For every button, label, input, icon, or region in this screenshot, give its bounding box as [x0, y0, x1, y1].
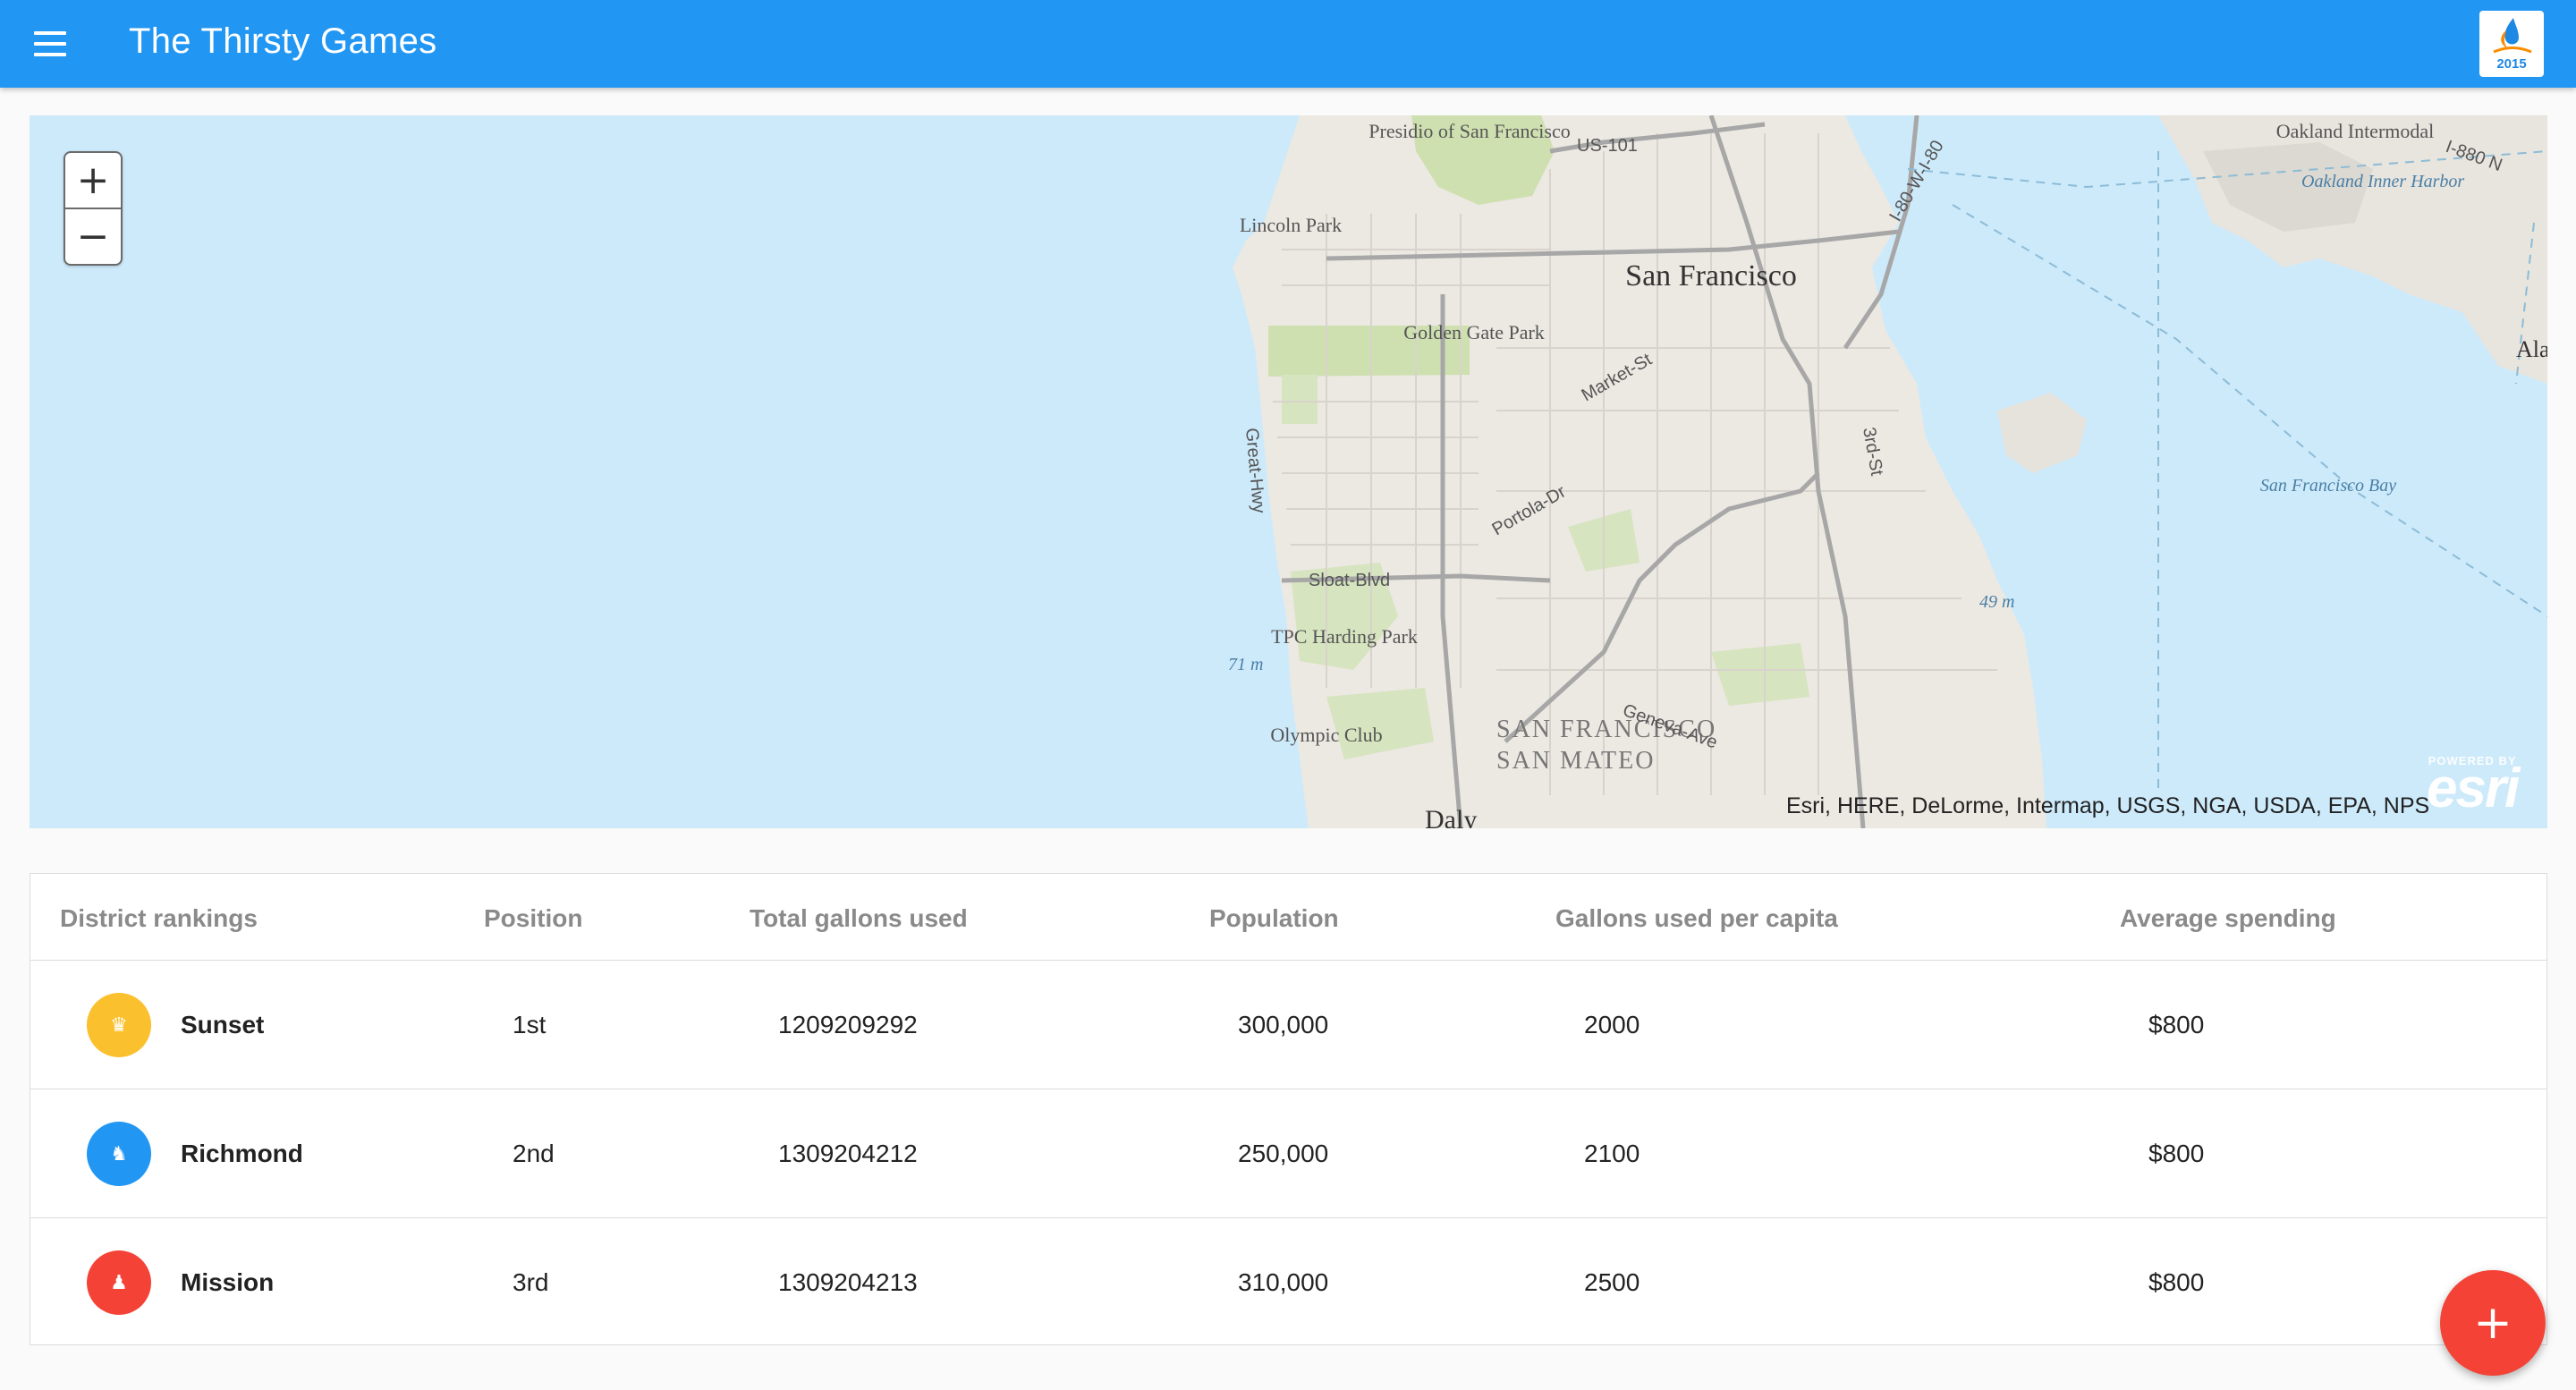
table-row[interactable]: ♞ Richmond 2nd 1309204212 250,000 2100 $…: [30, 1089, 2546, 1218]
table-row[interactable]: ♛ Sunset 1st 1209209292 300,000 2000 $80…: [30, 961, 2546, 1089]
games-logo: 2015: [2479, 11, 2544, 77]
position-cell: 1st: [513, 1011, 547, 1038]
svg-text:2015: 2015: [2496, 56, 2526, 72]
district-rankings-table: District rankings Position Total gallons…: [30, 873, 2547, 1345]
svg-text:Daly: Daly: [1425, 805, 1477, 828]
spending-cell: $800: [2148, 1011, 2205, 1038]
population-cell: 310,000: [1238, 1268, 1329, 1296]
powered-by-label: POWERED BY: [2428, 754, 2517, 767]
header-district: District rankings: [60, 904, 258, 932]
district-name: Sunset: [181, 1011, 265, 1038]
crown-icon: ♛: [87, 993, 151, 1057]
knight-icon: ♞: [87, 1122, 151, 1186]
svg-text:TPC Harding Park: TPC Harding Park: [1271, 625, 1418, 648]
zoom-in-button[interactable]: +: [65, 153, 121, 209]
menu-icon[interactable]: [30, 27, 70, 61]
header-per-capita: Gallons used per capita: [1555, 904, 1838, 932]
add-button[interactable]: +: [2440, 1270, 2546, 1376]
svg-text:Ala: Ala: [2516, 336, 2547, 362]
total-gallons-cell: 1209209292: [778, 1011, 918, 1038]
app-title: The Thirsty Games: [129, 21, 437, 61]
svg-text:SAN FRANCISCO: SAN FRANCISCO: [1496, 716, 1716, 743]
svg-text:US-101: US-101: [1577, 136, 1638, 156]
svg-text:Sloat-Blvd: Sloat-Blvd: [1309, 571, 1390, 590]
header-population: Population: [1209, 904, 1339, 932]
per-capita-cell: 2100: [1584, 1140, 1640, 1167]
per-capita-cell: 2500: [1584, 1268, 1640, 1296]
spending-cell: $800: [2148, 1268, 2205, 1296]
table-header: District rankings Position Total gallons…: [30, 874, 2546, 961]
svg-text:Lincoln Park: Lincoln Park: [1240, 214, 1342, 236]
svg-text:SAN MATEO: SAN MATEO: [1496, 747, 1655, 775]
header-total: Total gallons used: [750, 904, 968, 932]
svg-text:49 m: 49 m: [1979, 592, 2014, 612]
header-position: Position: [484, 904, 583, 932]
svg-text:71 m: 71 m: [1228, 655, 1263, 674]
zoom-control: + −: [64, 151, 123, 266]
total-gallons-cell: 1309204213: [778, 1268, 918, 1296]
esri-wordmark: esri: [2427, 758, 2520, 819]
esri-logo[interactable]: POWERED BY esri: [2427, 754, 2520, 819]
svg-text:Oakland Inner Harbor: Oakland Inner Harbor: [2301, 172, 2464, 191]
per-capita-cell: 2000: [1584, 1011, 1640, 1038]
svg-text:Presidio of San Francisco: Presidio of San Francisco: [1368, 120, 1570, 142]
population-cell: 250,000: [1238, 1140, 1329, 1167]
table-row[interactable]: ♟ Mission 3rd 1309204213 310,000 2500 $8…: [30, 1218, 2546, 1346]
svg-text:Golden Gate Park: Golden Gate Park: [1403, 321, 1545, 343]
map-basemap: Presidio of San Francisco Lincoln Park G…: [30, 115, 2547, 828]
population-cell: 300,000: [1238, 1011, 1329, 1038]
total-gallons-cell: 1309204212: [778, 1140, 918, 1167]
header-spending: Average spending: [2120, 904, 2336, 932]
district-name: Mission: [181, 1268, 275, 1296]
zoom-out-button[interactable]: −: [76, 214, 110, 259]
svg-text:Olympic Club: Olympic Club: [1270, 724, 1382, 746]
position-cell: 2nd: [513, 1140, 555, 1167]
district-name: Richmond: [181, 1140, 303, 1167]
position-cell: 3rd: [513, 1268, 549, 1296]
map-view[interactable]: Presidio of San Francisco Lincoln Park G…: [30, 115, 2547, 828]
svg-text:Oakland Intermodal: Oakland Intermodal: [2276, 120, 2435, 142]
svg-text:San Francisco: San Francisco: [1625, 259, 1797, 292]
pawn-icon: ♟: [87, 1250, 151, 1315]
map-attribution: Esri, HERE, DeLorme, Intermap, USGS, NGA…: [1786, 793, 2430, 818]
app-bar: The Thirsty Games 2015: [0, 0, 2576, 88]
spending-cell: $800: [2148, 1140, 2205, 1167]
svg-text:San Francisco Bay: San Francisco Bay: [2260, 476, 2396, 496]
